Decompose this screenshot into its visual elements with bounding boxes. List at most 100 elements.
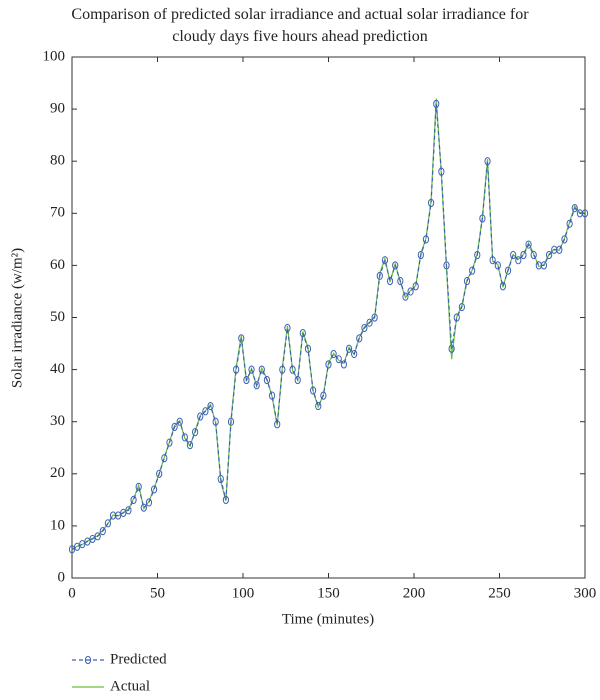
data-point [145, 498, 153, 507]
y-axis-label: Solar irradiance (w/m²) [9, 248, 25, 388]
data-point [161, 454, 168, 463]
x-tick-label: 50 [150, 585, 165, 601]
x-tick-label: 100 [232, 585, 255, 601]
data-point [525, 240, 532, 249]
data-point [540, 261, 548, 270]
data-point [520, 250, 527, 260]
data-point [433, 99, 440, 108]
data-point [217, 474, 224, 484]
legend-label: Predicted [110, 651, 167, 667]
legend-label: Actual [110, 678, 150, 694]
data-point [345, 344, 353, 353]
data-point [130, 495, 137, 504]
data-point [263, 375, 271, 385]
data-point [238, 334, 245, 343]
data-point [176, 417, 183, 426]
data-point [233, 365, 240, 374]
y-tick-label: 90 [50, 101, 65, 117]
data-point [140, 503, 147, 512]
data-point [351, 349, 358, 359]
y-tick-label: 30 [50, 413, 65, 429]
data-point [510, 250, 517, 260]
data-point [315, 401, 322, 411]
x-tick-label: 0 [68, 585, 76, 601]
data-point [571, 203, 578, 213]
data-point [340, 360, 347, 369]
data-point [479, 214, 486, 223]
data-point [443, 261, 450, 270]
data-point [320, 391, 327, 400]
data-point [448, 344, 455, 353]
data-point [361, 323, 368, 333]
data-point [125, 506, 132, 515]
data-point [207, 401, 214, 411]
data-point [253, 381, 260, 390]
y-tick-label: 100 [43, 48, 66, 64]
data-point [104, 519, 112, 528]
data-point [171, 422, 178, 432]
data-point [150, 485, 158, 494]
data-point [402, 292, 409, 301]
data-point [469, 266, 476, 275]
data-point [494, 261, 501, 270]
data-point [181, 433, 188, 442]
data-point [366, 318, 373, 327]
data-point [299, 329, 306, 338]
data-point [397, 276, 404, 286]
legend-marker [84, 655, 92, 665]
y-tick-label: 60 [50, 257, 65, 273]
data-point [166, 438, 173, 447]
data-point [392, 261, 399, 270]
data-point [556, 245, 563, 254]
y-tick-label: 0 [58, 569, 66, 585]
x-tick-label: 200 [403, 585, 426, 601]
data-point [386, 276, 394, 286]
data-point [530, 250, 537, 260]
data-point [504, 266, 512, 275]
data-point [227, 417, 235, 426]
data-point [186, 441, 194, 450]
data-point [197, 412, 204, 421]
data-point [428, 198, 435, 207]
data-point [376, 271, 383, 280]
data-point [202, 407, 209, 416]
data-point [581, 209, 589, 218]
data-point [561, 235, 568, 244]
data-point [566, 219, 573, 228]
data-point [330, 349, 337, 359]
data-point [515, 256, 522, 265]
data-point [156, 469, 163, 478]
y-tick-label: 70 [50, 205, 65, 221]
data-point [222, 495, 229, 504]
data-point [417, 250, 424, 260]
data-point [274, 420, 281, 429]
data-point [453, 313, 460, 322]
data-point [279, 365, 286, 374]
data-point [294, 375, 301, 385]
data-point [258, 365, 265, 374]
data-point [489, 256, 496, 265]
data-point [268, 391, 276, 400]
data-point [371, 313, 378, 322]
data-point [381, 256, 389, 265]
data-point [248, 365, 255, 374]
x-tick-label: 300 [574, 585, 597, 601]
data-point [94, 532, 101, 541]
data-point [499, 282, 507, 291]
y-tick-label: 50 [50, 309, 65, 325]
data-point [422, 235, 430, 244]
data-point [304, 344, 312, 353]
y-tick-label: 10 [50, 517, 65, 533]
x-tick-label: 150 [317, 585, 340, 601]
data-point [356, 334, 363, 343]
data-point [412, 282, 419, 291]
data-point [284, 323, 291, 333]
data-point [212, 417, 219, 426]
data-point [463, 276, 471, 286]
x-axis-label: Time (minutes) [282, 611, 374, 627]
series-line [71, 103, 585, 550]
data-point [243, 375, 250, 385]
data-point [458, 302, 465, 312]
